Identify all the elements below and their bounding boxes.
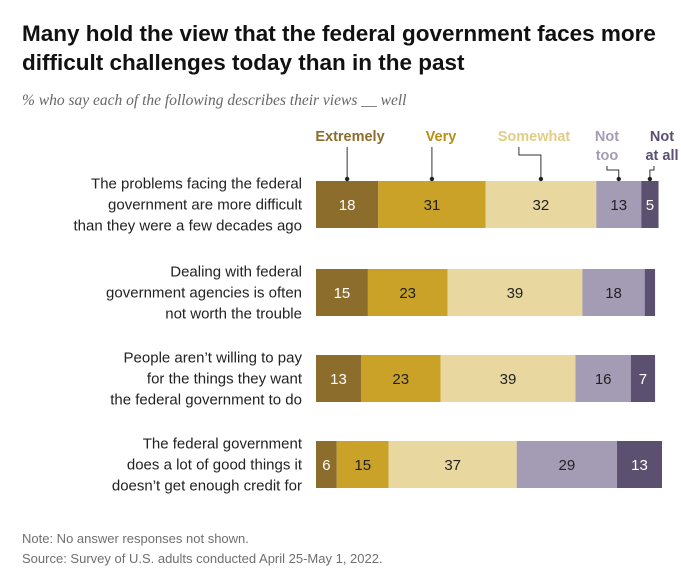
category-label-0-2: than they were a few decades ago	[74, 218, 303, 235]
bar-3-2	[388, 441, 517, 488]
data-label-3-1: 15	[354, 457, 371, 474]
legend-dot-3	[616, 176, 621, 182]
bar-1-2	[447, 269, 583, 316]
legend-dot-1	[429, 176, 435, 182]
legend-dot-4	[647, 176, 653, 182]
chart-note: Note: No answer responses not shown.	[22, 531, 249, 546]
category-label-1-2: not worth the trouble	[165, 306, 302, 323]
category-label-3-2: doesn’t get enough credit for	[112, 478, 302, 495]
bar-2-1	[360, 355, 441, 402]
category-label-0-0: The problems facing the federal	[91, 176, 302, 193]
legend-leader-3	[606, 166, 620, 179]
chart-title: Many hold the view that the federal gove…	[22, 21, 656, 75]
legend-label-4-1: at all	[645, 148, 678, 164]
bar-0-4	[641, 181, 659, 228]
data-label-0-2: 32	[533, 197, 550, 214]
bar-0-2	[485, 181, 597, 228]
bar-3-0	[316, 441, 337, 488]
category-label-1-0: Dealing with federal	[170, 264, 302, 281]
data-label-2-4: 7	[639, 371, 647, 388]
bar-1-3	[582, 269, 645, 316]
category-label-1-1: government agencies is often	[106, 285, 302, 302]
legend-dot-2	[538, 176, 544, 182]
bar-3-1	[336, 441, 389, 488]
legend-leader-4	[649, 166, 655, 179]
data-label-1-0: 15	[334, 285, 351, 302]
category-label-2-0: People aren’t willing to pay	[124, 350, 303, 367]
data-label-1-1: 23	[399, 285, 416, 302]
bar-1-4	[644, 269, 656, 316]
bar-0-3	[596, 181, 642, 228]
data-label-0-1: 31	[424, 197, 441, 214]
legend-label-4-0: Not	[650, 129, 674, 145]
data-label-3-3: 29	[559, 457, 576, 474]
data-label-0-4: 5	[646, 197, 654, 214]
category-label-0-1: government are more difficult	[108, 197, 303, 214]
data-label-1-2: 39	[507, 285, 524, 302]
data-label-2-0: 13	[330, 371, 347, 388]
bar-0-0	[316, 181, 379, 228]
bar-3-3	[516, 441, 618, 488]
data-label-2-3: 16	[595, 371, 612, 388]
data-label-3-0: 6	[322, 457, 330, 474]
data-label-3-4: 13	[631, 457, 648, 474]
bar-2-4	[630, 355, 656, 402]
legend-label-0-0: Extremely	[315, 129, 384, 145]
legend-dot-0	[344, 176, 350, 182]
bar-2-0	[316, 355, 361, 402]
data-label-3-2: 37	[444, 457, 461, 474]
data-label-2-1: 23	[392, 371, 409, 388]
category-label-3-0: The federal government	[143, 436, 303, 453]
legend-label-3-0: Not	[595, 129, 619, 145]
data-label-1-3: 18	[605, 285, 622, 302]
bar-1-1	[367, 269, 448, 316]
bar-1-0	[316, 269, 368, 316]
bar-2-2	[440, 355, 576, 402]
category-label-3-1: does a lot of good things it	[127, 457, 303, 474]
bar-0-1	[378, 181, 486, 228]
data-label-0-3: 13	[610, 197, 627, 214]
legend-label-1-0: Very	[426, 129, 457, 145]
category-label-2-1: for the things they want	[147, 371, 303, 388]
data-label-0-0: 18	[339, 197, 356, 214]
legend-label-3-1: too	[596, 148, 619, 164]
legend-label-2-0: Somewhat	[498, 129, 571, 145]
data-label-2-2: 39	[500, 371, 517, 388]
chart-subtitle: % who say each of the following describe…	[22, 92, 407, 109]
chart-source: Source: Survey of U.S. adults conducted …	[22, 551, 383, 566]
legend-leader-2	[518, 147, 542, 179]
bar-2-3	[575, 355, 631, 402]
category-label-2-2: the federal government to do	[110, 392, 302, 409]
bar-3-4	[617, 441, 662, 488]
